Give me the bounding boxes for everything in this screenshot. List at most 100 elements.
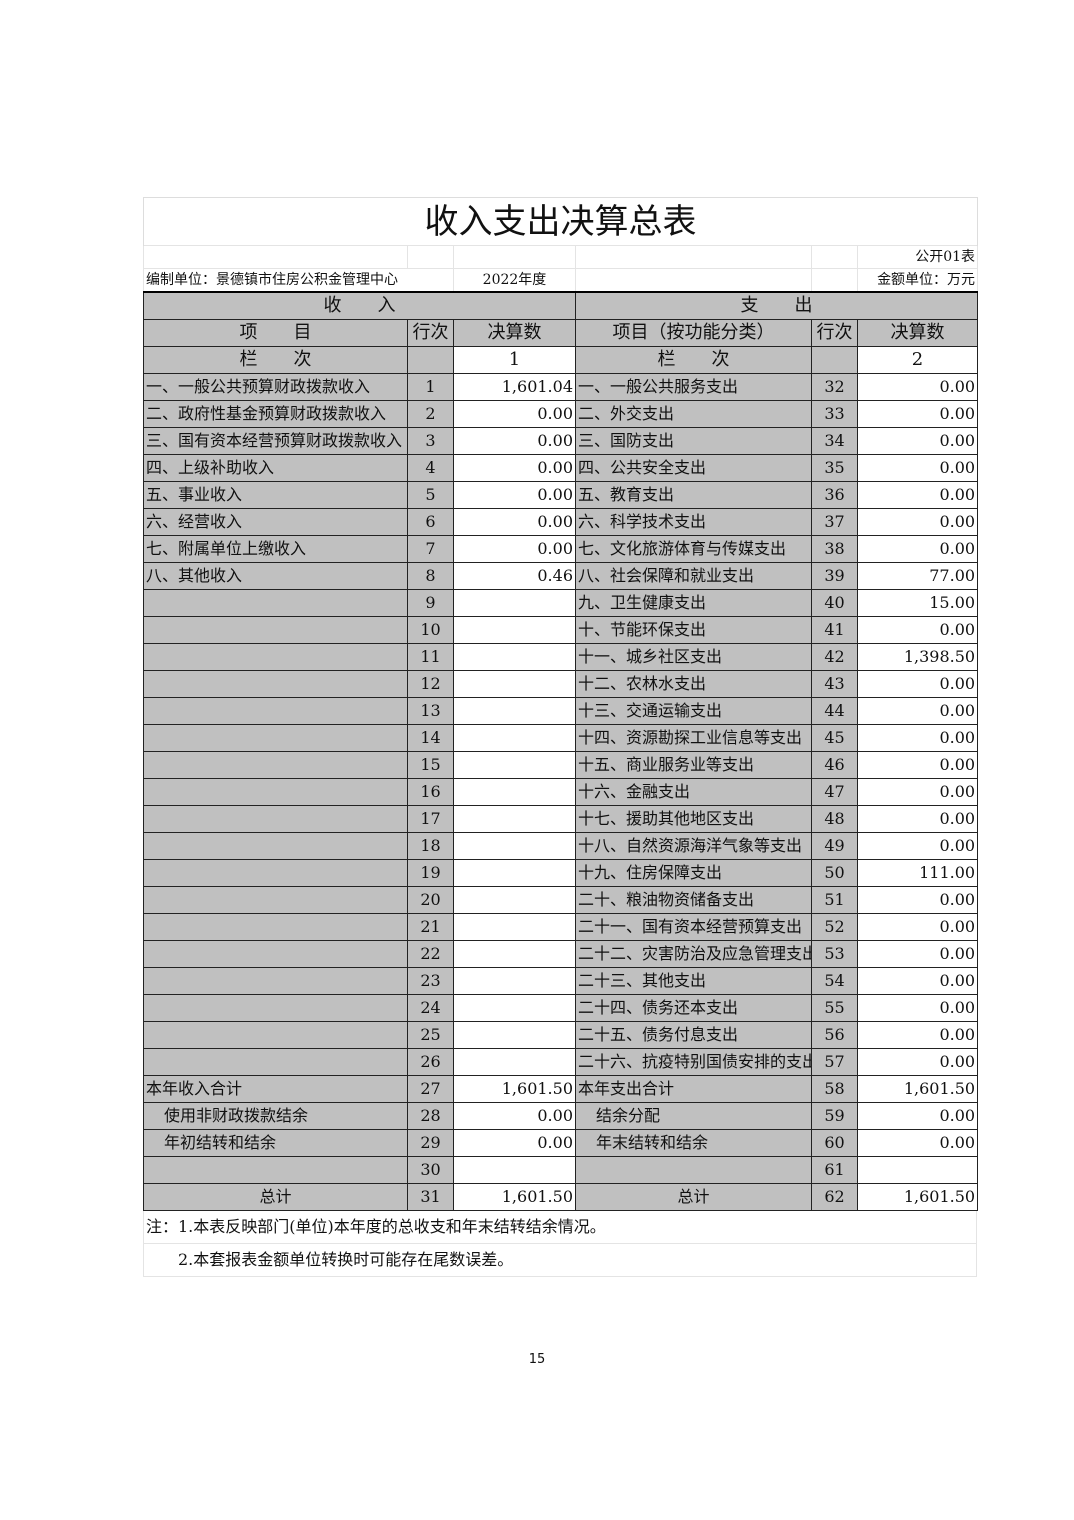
income-item <box>143 994 408 1022</box>
income-amount <box>453 616 576 644</box>
income-item <box>143 859 408 887</box>
table-row: 23 二十三、其他支出 54 0.00 <box>143 967 979 995</box>
expense-item: 十八、自然资源海洋气象等支出 <box>575 832 812 860</box>
income-amount <box>453 913 576 941</box>
expense-amount: 0.00 <box>856 508 979 536</box>
income-line-no: 19 <box>407 859 454 887</box>
expense-amount: 0.00 <box>856 886 979 914</box>
expense-item: 十五、商业服务业等支出 <box>575 751 812 779</box>
income-line-no: 8 <box>407 562 454 590</box>
table-row: 六、经营收入 6 0.00 六、科学技术支出 37 0.00 <box>143 508 979 536</box>
income-amount <box>453 859 576 887</box>
income-line-no: 3 <box>407 427 454 455</box>
expense-line-no: 43 <box>811 670 858 698</box>
income-line-no: 23 <box>407 967 454 995</box>
income-amount: 0.00 <box>453 1102 576 1130</box>
expense-line-no: 56 <box>811 1021 858 1049</box>
expense-amount: 15.00 <box>856 589 979 617</box>
table-row: 26 二十六、抗疫特别国债安排的支出 57 0.00 <box>143 1048 979 1076</box>
expense-item: 结余分配 <box>575 1102 812 1130</box>
table-row: 15 十五、商业服务业等支出 46 0.00 <box>143 751 979 779</box>
income-line-no: 11 <box>407 643 454 671</box>
expense-amount: 0.00 <box>856 805 979 833</box>
table-row: 9 九、卫生健康支出 40 15.00 <box>143 589 979 617</box>
table-row: 20 二十、粮油物资储备支出 51 0.00 <box>143 886 979 914</box>
expense-item: 十一、城乡社区支出 <box>575 643 812 671</box>
budget-table: 收入支出决算总表 公开01表 编制单位：景德镇市住房公积金管理中心 2022年度 金… <box>142 197 979 1211</box>
expense-item: 二十六、抗疫特别国债安排的支出 <box>575 1048 812 1076</box>
expense-line-no: 41 <box>811 616 858 644</box>
table-row: 24 二十四、债务还本支出 55 0.00 <box>143 994 979 1022</box>
expense-line-no: 44 <box>811 697 858 725</box>
table-row: 一、一般公共预算财政拨款收入 1 1,601.04 一、一般公共服务支出 32 0.00 <box>143 373 979 401</box>
income-amount: 0.46 <box>453 562 576 590</box>
table-row: 总计 31 1,601.50 总计 62 1,601.50 <box>143 1183 979 1211</box>
col-header-exp-amount: 决算数 <box>856 319 979 347</box>
income-item: 五、事业收入 <box>143 481 408 509</box>
expense-amount: 0.00 <box>856 832 979 860</box>
fiscal-year: 2022年度 <box>453 268 576 292</box>
income-item: 二、政府性基金预算财政拨款收入 <box>143 400 408 428</box>
income-line-no: 14 <box>407 724 454 752</box>
expense-line-no: 45 <box>811 724 858 752</box>
column-number-2: 2 <box>856 346 979 374</box>
expense-amount: 0.00 <box>856 427 979 455</box>
expense-line-no: 34 <box>811 427 858 455</box>
income-amount <box>453 751 576 779</box>
income-amount: 0.00 <box>453 427 576 455</box>
expense-amount: 0.00 <box>856 1129 979 1157</box>
expense-item: 二十四、债务还本支出 <box>575 994 812 1022</box>
expense-amount: 0.00 <box>856 697 979 725</box>
expense-line-no: 36 <box>811 481 858 509</box>
income-amount <box>453 886 576 914</box>
expense-line-no: 39 <box>811 562 858 590</box>
expense-item: 二十二、灾害防治及应急管理支出 <box>575 940 812 968</box>
income-amount <box>453 940 576 968</box>
expense-amount: 0.00 <box>856 940 979 968</box>
income-item <box>143 913 408 941</box>
expense-item: 一、一般公共服务支出 <box>575 373 812 401</box>
income-item <box>143 616 408 644</box>
income-item: 年初结转和结余 <box>143 1129 408 1157</box>
income-amount <box>453 643 576 671</box>
expense-item: 九、卫生健康支出 <box>575 589 812 617</box>
expense-amount: 0.00 <box>856 670 979 698</box>
income-line-no: 17 <box>407 805 454 833</box>
income-item <box>143 670 408 698</box>
expense-amount: 77.00 <box>856 562 979 590</box>
expense-amount: 0.00 <box>856 778 979 806</box>
expense-line-no: 48 <box>811 805 858 833</box>
expense-item: 十三、交通运输支出 <box>575 697 812 725</box>
income-line-no: 4 <box>407 454 454 482</box>
expense-line-no: 37 <box>811 508 858 536</box>
expense-line-no: 52 <box>811 913 858 941</box>
income-item <box>143 967 408 995</box>
income-line-no: 28 <box>407 1102 454 1130</box>
expense-line-no: 61 <box>811 1156 858 1184</box>
income-item <box>143 589 408 617</box>
note-1: 注：1.本表反映部门(单位)本年度的总收支和年末结转结余情况。 <box>143 1211 977 1244</box>
table-row: 14 十四、资源勘探工业信息等支出 45 0.00 <box>143 724 979 752</box>
expense-line-no: 58 <box>811 1075 858 1103</box>
income-amount: 1,601.50 <box>453 1183 576 1211</box>
table-row: 三、国有资本经营预算财政拨款收入 3 0.00 三、国防支出 34 0.00 <box>143 427 979 455</box>
expense-amount: 1,601.50 <box>856 1075 979 1103</box>
income-line-no: 24 <box>407 994 454 1022</box>
income-amount <box>453 832 576 860</box>
income-item <box>143 1048 408 1076</box>
income-header: 收 入 <box>143 291 576 320</box>
expense-amount: 0.00 <box>856 481 979 509</box>
expense-item: 五、教育支出 <box>575 481 812 509</box>
col-header-exp-item: 项目（按功能分类） <box>575 319 812 347</box>
table-row: 25 二十五、债务付息支出 56 0.00 <box>143 1021 979 1049</box>
expense-item: 二十一、国有资本经营预算支出 <box>575 913 812 941</box>
expense-item: 十二、农林水支出 <box>575 670 812 698</box>
income-item <box>143 724 408 752</box>
expense-line-no: 49 <box>811 832 858 860</box>
income-amount <box>453 967 576 995</box>
income-amount <box>453 994 576 1022</box>
expense-header: 支 出 <box>574 291 979 320</box>
income-item: 六、经营收入 <box>143 508 408 536</box>
expense-amount: 111.00 <box>856 859 979 887</box>
compiling-unit: 编制单位：景德镇市住房公积金管理中心 <box>143 268 454 292</box>
